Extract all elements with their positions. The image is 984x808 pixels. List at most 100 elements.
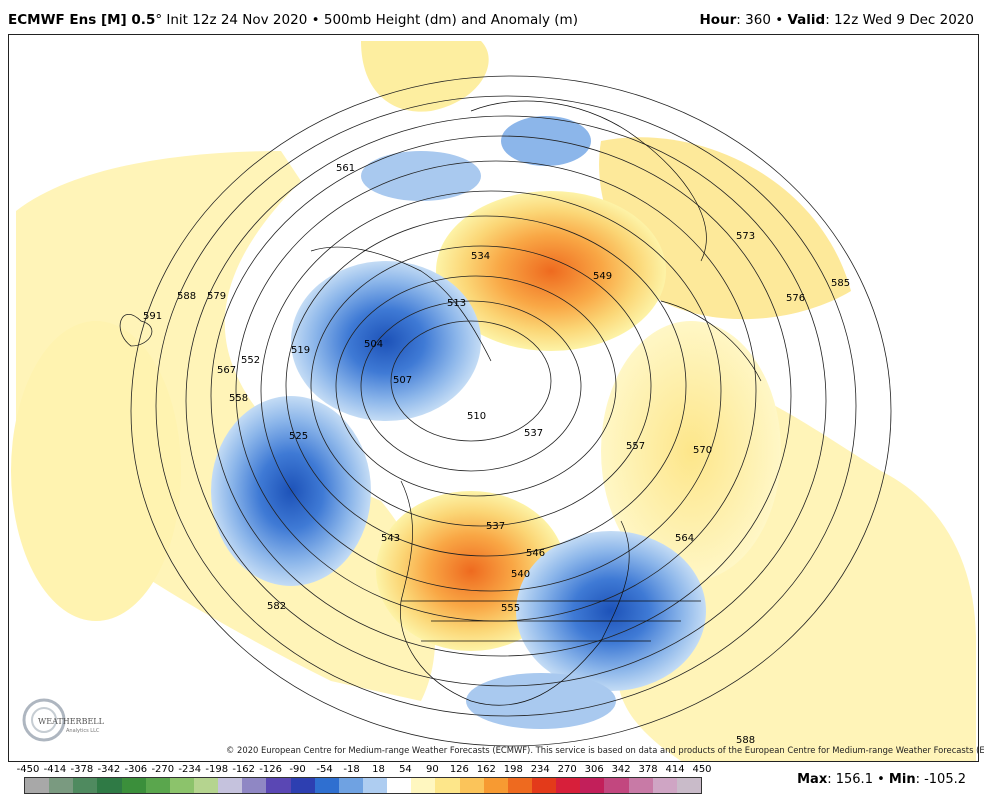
contour-label: 558	[229, 393, 248, 404]
bullet-sep-2: •	[775, 12, 784, 28]
colorbar-tick-label: 126	[449, 764, 469, 775]
contour-label: 507	[393, 375, 412, 386]
contour-label: 504	[364, 339, 383, 350]
contour-label: 582	[267, 601, 286, 612]
colorbar-swatch	[435, 778, 460, 793]
colorbar-swatch	[49, 778, 74, 793]
colorbar-swatch	[676, 778, 701, 793]
colorbar-swatch	[314, 778, 339, 793]
map-canvas: 561 534 549 573 576 585 591 588 579 567 …	[11, 41, 976, 761]
colorbar-swatch	[193, 778, 219, 793]
colorbar-swatch	[556, 778, 581, 793]
colorbar-swatch	[652, 778, 677, 793]
colorbar-tick-label: -378	[70, 764, 94, 775]
contour-label: 555	[501, 603, 520, 614]
colorbar-tick-label: -342	[97, 764, 121, 775]
contour-label: 519	[291, 345, 310, 356]
copyright-notice: © 2020 European Centre for Medium-range …	[226, 745, 984, 755]
colorbar-tick-label: 450	[692, 764, 712, 775]
colorbar-tick-label: 270	[557, 764, 577, 775]
coastlines	[310, 100, 762, 706]
colorbar-tick-label: -234	[178, 764, 202, 775]
colorbar-tick-label: 378	[638, 764, 658, 775]
colorbar-tick-label: 342	[611, 764, 631, 775]
max-value: : 156.1	[827, 772, 873, 787]
colorbar-tick-label: -306	[124, 764, 148, 775]
contour-label: 540	[511, 569, 530, 580]
contour-label: 573	[736, 231, 755, 242]
contour-label: 588	[177, 291, 196, 302]
colorbar-tick-label: 198	[503, 764, 523, 775]
degree-symbol: °	[155, 12, 163, 28]
colorbar-swatch	[531, 778, 557, 793]
colorbar-swatch	[580, 778, 605, 793]
min-label: Min	[888, 772, 916, 787]
contour-label: 534	[471, 251, 490, 262]
colorbar-tick-label: 414	[665, 764, 685, 775]
hour-value: : 360	[736, 12, 771, 28]
contour-label: 588	[736, 735, 755, 746]
contour-label: 567	[217, 365, 236, 376]
colorbar-tick-label: -126	[259, 764, 282, 775]
colorbar-tick-label: -414	[43, 764, 67, 775]
colorbar-swatch	[338, 778, 363, 793]
contour-label: 513	[447, 298, 466, 309]
map-title: ECMWF Ens [M] 0.5° Init 12z 24 Nov 2020 …	[8, 12, 578, 28]
contour-label: 591	[143, 311, 162, 322]
model-name: ECMWF Ens [M] 0.5	[8, 12, 156, 28]
contour-label: 564	[675, 533, 694, 544]
header-bar: ECMWF Ens [M] 0.5° Init 12z 24 Nov 2020 …	[0, 0, 984, 34]
colorbar-swatch	[483, 778, 508, 793]
contour-label: 549	[593, 271, 612, 282]
valid-label: Valid	[787, 12, 826, 28]
colorbar-tick-label: -18	[343, 764, 360, 775]
colorbar-swatch	[97, 778, 122, 793]
contour-label: 510	[467, 411, 486, 422]
contour-label: 561	[336, 163, 355, 174]
contour-label: 585	[831, 278, 850, 289]
contour-label: 543	[381, 533, 400, 544]
colorbar-swatch	[73, 778, 98, 793]
contour-label: 570	[693, 445, 712, 456]
colorbar	[24, 777, 702, 794]
colorbar-tick-label: -162	[232, 764, 256, 775]
colorbar-labels: -450 -414 -378 -342 -306 -270 -234 -198 -162 -126…	[11, 764, 712, 778]
contour-label: 537	[486, 521, 505, 532]
contour-label: 525	[289, 431, 308, 442]
contour-label: 546	[526, 548, 545, 559]
contour-labels: 561 534 549 573 576 585 591 588 579 567 …	[143, 163, 850, 746]
colorbar-swatch	[266, 778, 291, 793]
colorbar-swatch	[604, 778, 629, 793]
init-time: Init 12z 24 Nov 2020	[166, 12, 308, 28]
colorbar-swatch	[411, 778, 436, 793]
contour-label: 552	[241, 355, 260, 366]
max-min-stats: Max: 156.1 • Min: -105.2	[797, 772, 966, 787]
min-value: : -105.2	[915, 772, 966, 787]
contour-label: 557	[626, 441, 645, 452]
polar-map: 561 534 549 573 576 585 591 588 579 567 …	[8, 34, 979, 762]
colorbar-swatch	[218, 778, 243, 793]
colorbar-swatch	[362, 778, 388, 793]
logo-subtext: Analytics LLC	[66, 728, 100, 734]
valid-value: : 12z Wed 9 Dec 2020	[825, 12, 974, 28]
valid-info: Hour: 360 • Valid: 12z Wed 9 Dec 2020	[699, 12, 974, 28]
colorbar-swatch	[121, 778, 146, 793]
colorbar-tick-label: -198	[205, 764, 229, 775]
colorbar-tick-label: 162	[476, 764, 496, 775]
max-label: Max	[797, 772, 828, 787]
colorbar-swatch	[242, 778, 267, 793]
bullet-sep: •	[311, 12, 320, 28]
contour-label: 537	[524, 428, 543, 439]
logo-text: WEATHERBELL	[38, 717, 105, 726]
colorbar-swatch	[628, 778, 653, 793]
colorbar-tick-label: -450	[16, 764, 40, 775]
colorbar-swatch	[25, 778, 50, 793]
field-name: 500mb Height (dm) and Anomaly (m)	[323, 12, 578, 28]
colorbar-swatch	[507, 778, 532, 793]
height-contours	[119, 75, 892, 747]
colorbar-tick-label: 18	[372, 764, 385, 775]
colorbar-swatch	[169, 778, 194, 793]
colorbar-tick-label: 90	[426, 764, 439, 775]
weatherbell-logo: WEATHERBELL Analytics LLC	[20, 696, 112, 744]
colorbar-swatch	[459, 778, 484, 793]
